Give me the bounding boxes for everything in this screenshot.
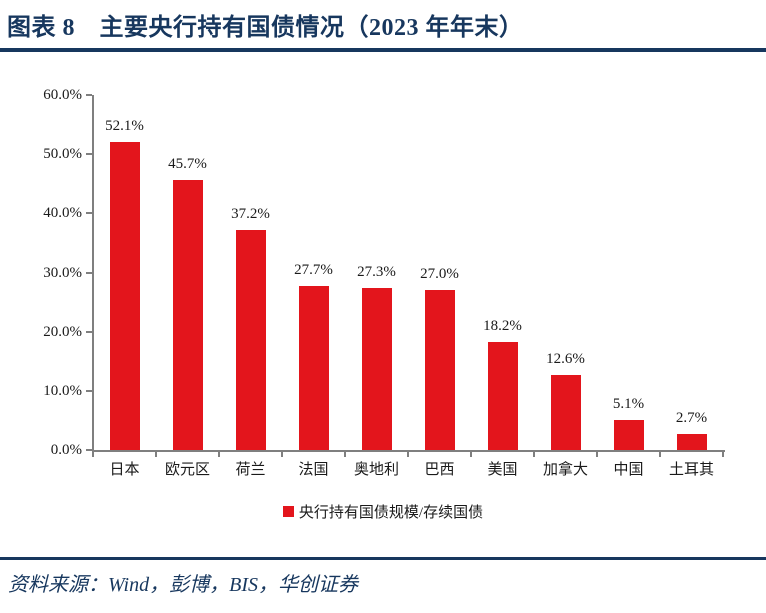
y-tick-label: 50.0% [43, 146, 82, 163]
title-underline [0, 48, 766, 52]
y-axis-tick [86, 153, 92, 156]
y-axis-tick [86, 271, 92, 274]
y-tick-label: 20.0% [43, 323, 82, 340]
source-note: 资料来源：Wind，彭博，BIS，华创证券 [8, 574, 358, 596]
x-category-label: 奥地利 [353, 462, 399, 478]
bar-value-label: 12.6% [546, 351, 585, 368]
x-category-label: 土耳其 [668, 462, 714, 478]
y-tick-label: 40.0% [43, 205, 82, 222]
y-tick-label: 60.0% [43, 87, 82, 103]
x-axis-tick [533, 452, 535, 457]
bar-2 [235, 229, 266, 450]
y-axis-tick [86, 389, 92, 392]
bar-7 [550, 375, 581, 450]
x-axis-tick [155, 452, 157, 457]
x-category-label: 荷兰 [235, 462, 266, 478]
y-axis-tick [86, 449, 92, 451]
bar-0 [109, 141, 140, 450]
x-category-label: 加拿大 [542, 462, 588, 478]
y-tick-label: 10.0% [43, 382, 82, 399]
footer-divider [0, 557, 766, 560]
bar-value-label: 27.3% [357, 264, 396, 281]
bar-value-label: 27.7% [294, 262, 333, 279]
x-axis-tick [92, 452, 94, 457]
bar-9 [676, 434, 707, 450]
bar-value-label: 37.2% [231, 205, 270, 222]
legend-label: 央行持有国债规模/存续国债 [298, 504, 484, 521]
bar-8 [613, 419, 644, 450]
bar-value-label: 45.7% [168, 155, 207, 172]
x-category-label: 中国 [613, 462, 644, 478]
y-axis [92, 95, 94, 452]
bar-1 [172, 179, 203, 450]
y-tick-label: 30.0% [43, 264, 82, 281]
bar-3 [298, 286, 329, 450]
bar-value-label: 5.1% [612, 395, 645, 412]
x-category-label: 美国 [487, 462, 518, 478]
bar-value-label: 2.7% [675, 410, 708, 427]
x-axis-tick [407, 452, 409, 457]
x-axis-tick [659, 452, 661, 457]
x-axis-tick [344, 452, 346, 457]
x-axis-tick [722, 452, 724, 457]
legend-swatch-icon [282, 505, 294, 517]
bar-5 [424, 290, 455, 450]
y-axis-tick [86, 94, 92, 96]
x-category-label: 巴西 [424, 462, 455, 478]
figure-title: 图表 8 主要央行持有国债情况（2023 年年末） [7, 15, 524, 41]
bar-4 [361, 288, 392, 450]
x-axis-tick [470, 452, 472, 457]
x-category-label: 日本 [109, 462, 140, 478]
x-category-label: 法国 [298, 462, 329, 478]
x-axis-tick [218, 452, 220, 457]
bar-6 [487, 342, 518, 450]
bar-value-label: 27.0% [420, 266, 459, 283]
chart-legend: 央行持有国债规模/存续国债 [0, 501, 766, 521]
bar-value-label: 18.2% [483, 318, 522, 335]
x-axis-tick [596, 452, 598, 457]
bar-value-label: 52.1% [105, 117, 144, 134]
y-axis-tick [86, 330, 92, 333]
y-tick-label: 0.0% [50, 442, 82, 458]
x-axis [92, 450, 725, 452]
x-category-label: 欧元区 [164, 462, 210, 478]
x-axis-tick [281, 452, 283, 457]
y-axis-tick [86, 212, 92, 215]
